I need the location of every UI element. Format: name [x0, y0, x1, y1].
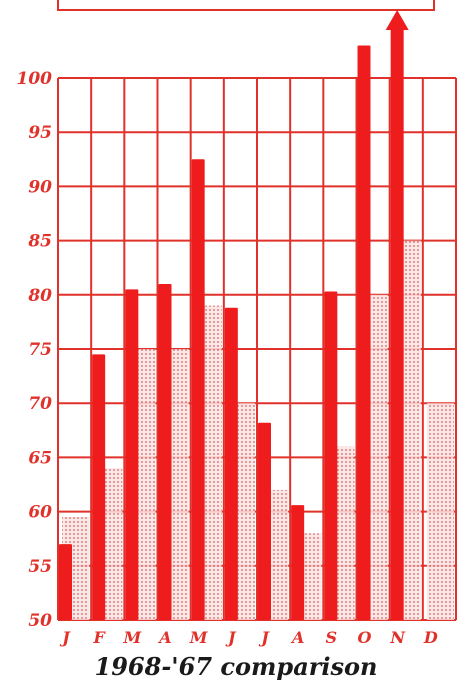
y-tick-label: 65 [28, 448, 52, 468]
y-tick-label: 85 [27, 232, 52, 252]
x-tick-label: F [92, 628, 106, 647]
bar-nov-arrow [385, 10, 409, 620]
x-tick-label: M [122, 628, 142, 647]
x-tick-label: O [358, 628, 372, 647]
bar-1 [92, 354, 106, 620]
y-tick-label: 90 [28, 177, 52, 197]
x-tick-label: J [258, 628, 270, 647]
bar-3 [158, 283, 172, 620]
top-frame [57, 0, 435, 11]
chart-title: 1968-'67 comparison [95, 652, 378, 681]
x-tick-label: M [189, 628, 209, 647]
y-tick-label: 100 [17, 69, 53, 89]
y-tick-label: 55 [28, 557, 52, 577]
shaded-bar-11 [426, 403, 454, 620]
bar-4 [191, 159, 205, 621]
x-tick-label: D [423, 628, 438, 647]
x-tick-label: J [225, 628, 237, 647]
y-tick-label: 75 [28, 340, 52, 360]
chart-grid [57, 77, 457, 621]
y-axis-labels: 50 55 60 65 70 75 80 85 90 95 100 [17, 69, 53, 631]
x-tick-label: S [326, 628, 338, 647]
bar-0 [59, 544, 72, 620]
y-tick-label: 60 [28, 503, 52, 523]
y-tick-label: 80 [27, 286, 52, 306]
bar-9 [357, 45, 371, 621]
y-tick-label: 95 [28, 123, 52, 143]
red-bars [59, 10, 409, 621]
y-tick-label: 50 [28, 611, 52, 631]
y-tick-label: 70 [28, 394, 52, 414]
x-tick-label: A [290, 628, 304, 647]
bar-8 [324, 291, 338, 620]
x-tick-label: N [389, 628, 406, 647]
bar-2 [125, 289, 139, 620]
x-tick-label: J [59, 628, 71, 647]
bar-7 [291, 505, 305, 620]
x-tick-label: A [157, 628, 171, 647]
bar-6 [258, 422, 271, 620]
bar-5 [224, 307, 238, 620]
